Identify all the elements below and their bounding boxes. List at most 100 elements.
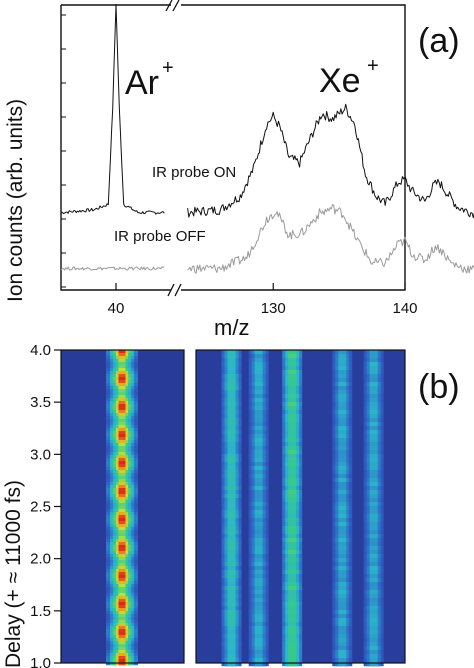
heatmap-ar-cell	[118, 461, 126, 465]
heatmap-xe-cell	[338, 634, 347, 639]
heatmap-xe-cell	[338, 598, 347, 603]
heatmap-xe-cell	[254, 606, 263, 611]
heatmap-ar-cell	[118, 479, 126, 483]
heatmap-xe-cell	[338, 458, 347, 463]
heatmap-xe-cell	[288, 486, 297, 491]
heatmap-xe-cell	[227, 578, 236, 583]
heatmap-xe-cell	[227, 378, 236, 383]
heatmap-xe-cell	[288, 498, 297, 503]
heatmap-ar-cell	[118, 635, 126, 639]
heatmap-xe-cell	[254, 466, 263, 471]
heatmap-xe-cell	[254, 462, 263, 467]
heatmap-xe-cell	[369, 618, 378, 623]
heatmap-xe-cell	[338, 442, 347, 447]
heatmap-ar-cell	[118, 611, 126, 615]
heatmap-xe-cell	[338, 654, 347, 659]
heatmap-xe-cell	[338, 382, 347, 387]
heatmap-ar-cell	[118, 410, 126, 414]
heatmap-xe-cell	[254, 494, 263, 499]
heatmap-xe-cell	[254, 658, 263, 663]
heatmap-ar-cell	[118, 497, 126, 501]
heatmap-ar-cell	[118, 506, 126, 510]
heatmap-xe-cell	[288, 442, 297, 447]
heatmap-xe-cell	[288, 646, 297, 651]
heatmap-xe-cell	[227, 370, 236, 375]
heatmap-xe-cell	[254, 470, 263, 475]
heatmap-xe-cell	[338, 578, 347, 583]
heatmap-ar-cell	[118, 659, 126, 663]
heatmap-ar-cell	[118, 362, 126, 366]
heatmap-xe-cell	[254, 366, 263, 371]
heatmap-xe-cell	[338, 406, 347, 411]
heatmap-xe-cell	[227, 382, 236, 387]
heatmap-xe-cell	[288, 446, 297, 451]
heatmap-xe-cell	[254, 642, 263, 647]
heatmap-xe-cell	[338, 498, 347, 503]
heatmap-ar-cell	[118, 563, 126, 567]
heatmap-xe-cell	[254, 610, 263, 615]
heatmap-xe-cell	[369, 630, 378, 635]
heatmap-xe-cell	[369, 422, 378, 427]
heatmap-xe-cell	[288, 590, 297, 595]
heatmap-ar-cell	[118, 404, 126, 408]
heatmap-xe-cell	[338, 354, 347, 359]
heatmap-ar-cell	[118, 377, 126, 381]
heatmap-xe-cell	[227, 426, 236, 431]
heatmap-ar-cell	[118, 647, 126, 651]
heatmap-ar-cell	[118, 581, 126, 585]
heatmap-xe-cell	[288, 614, 297, 619]
heatmap-xe-cell	[288, 534, 297, 539]
heatmap-ar-cell	[118, 422, 126, 426]
heatmap-xe-cell	[338, 358, 347, 363]
heatmap-xe-cell	[369, 502, 378, 507]
y-tick-label-b: 1.5	[30, 603, 51, 620]
heatmap-xe-cell	[369, 482, 378, 487]
heatmap-xe-cell	[227, 406, 236, 411]
heatmap-xe-cell	[288, 626, 297, 631]
heatmap-xe-cell	[254, 638, 263, 643]
heatmap-xe-cell	[369, 410, 378, 415]
heatmap-xe-cell	[227, 434, 236, 439]
heatmap-xe-cell	[227, 626, 236, 631]
heatmap-xe-cell	[369, 490, 378, 495]
heatmap-xe-cell	[338, 434, 347, 439]
heatmap-xe-cell	[288, 582, 297, 587]
heatmap-ar-cell	[118, 446, 126, 450]
heatmap-xe-cell	[288, 570, 297, 575]
y-tick-label-b: 2.0	[30, 551, 51, 568]
y-tick-label-b: 3.5	[30, 394, 51, 411]
heatmap-ar-cell	[118, 473, 126, 477]
heatmap-xe-cell	[227, 466, 236, 471]
heatmap-xe-cell	[288, 474, 297, 479]
y-ticks-b: 1.0 1.5 2.0 2.5 3.0 3.5 4.0	[30, 342, 61, 668]
heatmap-xe-cell	[227, 526, 236, 531]
heatmap-ar-cell	[118, 608, 126, 612]
heatmap-ar-cell	[118, 521, 126, 525]
heatmap-ar-cell	[118, 356, 126, 360]
heatmap-xe-cell	[288, 414, 297, 419]
heatmap-xe-cell	[254, 478, 263, 483]
series-on-line-right	[187, 103, 474, 219]
heatmap-xe-cell	[369, 442, 378, 447]
heatmap-xe-cell	[254, 654, 263, 659]
heatmap-xe-cell	[254, 662, 263, 667]
heatmap-ar-cell	[118, 545, 126, 549]
heatmap-xe-cell	[288, 506, 297, 511]
heatmap-xe-cell	[338, 590, 347, 595]
heatmap-xe-cell	[254, 410, 263, 415]
heatmap-xe-cell	[338, 466, 347, 471]
heatmap-ar-cell	[118, 614, 126, 618]
heatmap-ar-cell	[118, 551, 126, 555]
heatmap-xe-cell	[369, 450, 378, 455]
heatmap-xe-cell	[338, 602, 347, 607]
heatmap-xe-cell	[338, 490, 347, 495]
heatmap-xe-cell	[254, 454, 263, 459]
heatmap-xe-cell	[254, 578, 263, 583]
heatmap-xe-cell	[288, 426, 297, 431]
heatmap-xe-cell	[369, 398, 378, 403]
heatmap-xe-cell	[369, 638, 378, 643]
y-axis-label-a: Ion counts (arb. units)	[4, 99, 27, 302]
heatmap-ar-cell	[118, 587, 126, 591]
heatmap-xe-cell	[254, 414, 263, 419]
heatmap-xe-cell	[227, 366, 236, 371]
